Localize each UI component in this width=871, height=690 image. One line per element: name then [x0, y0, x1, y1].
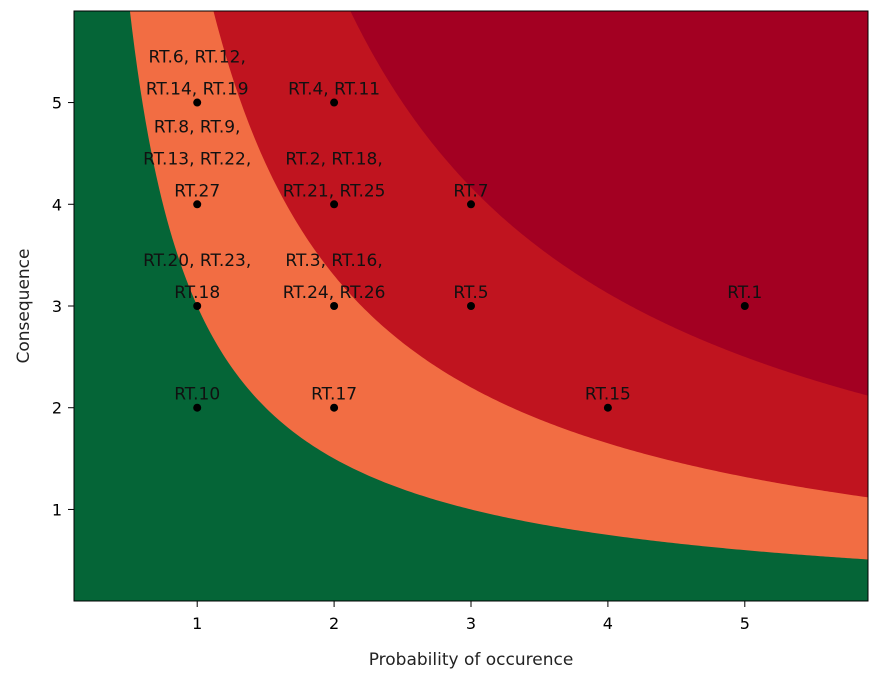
y-tick-label: 3 — [52, 297, 62, 316]
risk-point-label: RT.4, RT.11 — [288, 80, 380, 100]
risk-point-label: RT.15 — [585, 385, 631, 405]
y-tick-label: 4 — [52, 195, 62, 214]
risk-point: RT.6, RT.12, RT.14, RT.19 — [146, 48, 249, 107]
y-tick-label: 2 — [52, 399, 62, 418]
risk-point: RT.2, RT.18, RT.21, RT.25 — [283, 149, 386, 209]
risk-point: RT.17 — [311, 385, 357, 412]
y-tick-label: 5 — [52, 94, 62, 113]
risk-point-label: RT.3, RT.16, — [285, 251, 382, 271]
risk-point-label: RT.17 — [311, 385, 357, 405]
risk-point: RT.8, RT.9, RT.13, RT.22, RT.27 — [143, 117, 251, 209]
risk-point-marker — [193, 302, 202, 310]
risk-point: RT.20, RT.23, RT.18 — [143, 251, 251, 310]
risk-point: RT.3, RT.16, RT.24, RT.26 — [283, 251, 386, 310]
risk-point-label: RT.7 — [453, 181, 488, 201]
risk-point: RT.10 — [174, 385, 220, 412]
risk-point-marker — [740, 302, 749, 310]
y-tick-label: 1 — [52, 500, 62, 519]
risk-point-label: RT.6, RT.12, — [149, 48, 246, 68]
risk-point-marker — [603, 403, 612, 412]
risk-point-marker — [193, 403, 202, 412]
risk-point: RT.15 — [585, 385, 631, 412]
risk-point-marker — [467, 200, 475, 209]
zone-low — [74, 11, 868, 601]
risk-point-label: RT.2, RT.18, — [285, 149, 382, 169]
x-axis-label: Probability of occurence — [369, 650, 574, 670]
risk-point-label: RT.27 — [174, 181, 220, 201]
risk-point-label: RT.14, RT.19 — [146, 80, 249, 100]
risk-point: RT.5 — [453, 283, 489, 310]
x-tick-label: 3 — [466, 614, 476, 633]
axes: 1 2 3 4 5 1 2 3 4 5 — [52, 94, 750, 633]
risk-point-label: RT.5 — [453, 283, 488, 303]
x-tick-label: 5 — [740, 614, 750, 633]
risk-point-marker — [193, 98, 202, 107]
risk-point-label: RT.10 — [174, 385, 220, 405]
risk-point-marker — [193, 200, 202, 209]
risk-point: RT.4, RT.11 — [288, 80, 380, 107]
risk-point: RT.1 — [727, 283, 762, 310]
risk-point-marker — [330, 302, 339, 310]
risk-point-label: RT.21, RT.25 — [283, 181, 386, 201]
x-tick-label: 2 — [329, 614, 339, 633]
x-tick-label: 1 — [192, 614, 202, 633]
x-tick-label: 4 — [603, 614, 613, 633]
risk-point-marker — [330, 403, 339, 412]
risk-point-marker — [330, 98, 339, 107]
risk-point-marker — [467, 302, 475, 310]
risk-point-label: RT.18 — [174, 283, 220, 303]
risk-point-label: RT.24, RT.26 — [283, 283, 386, 303]
risk-point: RT.7 — [453, 181, 489, 209]
risk-point-label: RT.20, RT.23, — [143, 251, 251, 271]
risk-point-marker — [330, 200, 339, 209]
risk-point-label: RT.1 — [727, 283, 762, 303]
y-axis-label: Consequence — [14, 249, 34, 364]
risk-point-label: RT.8, RT.9, — [154, 117, 241, 137]
data-points: RT.6, RT.12, RT.14, RT.19 RT.4, RT.11 RT.8,… — [143, 48, 762, 412]
risk-point-label: RT.13, RT.22, — [143, 149, 251, 169]
